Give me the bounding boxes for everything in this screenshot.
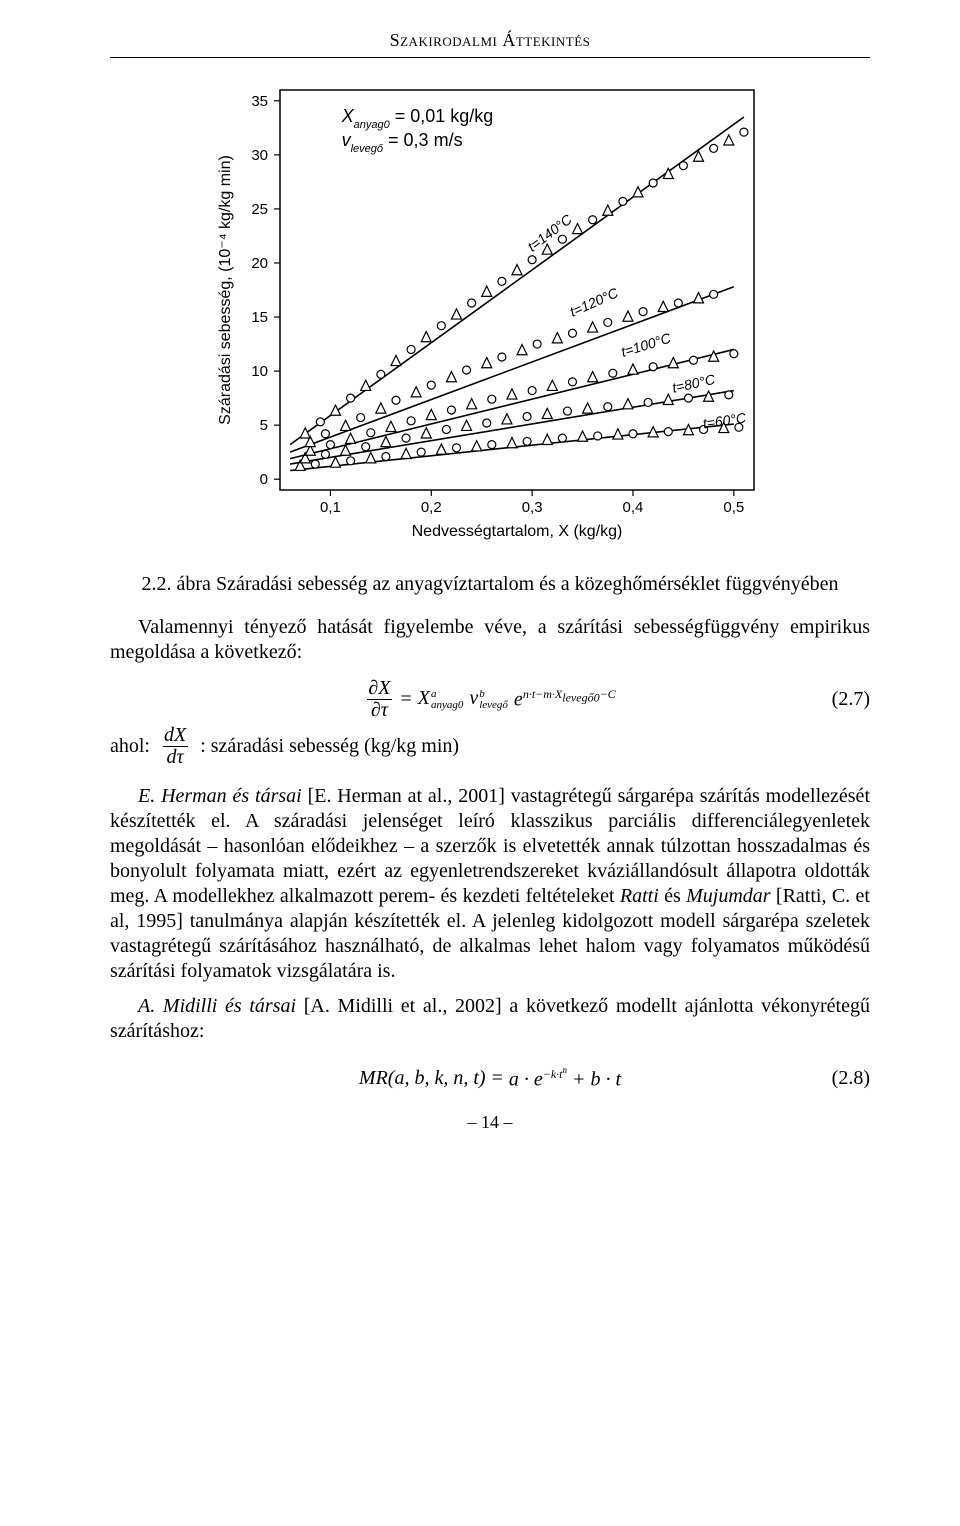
svg-text:0,4: 0,4	[623, 499, 644, 516]
eq1-sub1: anyag0	[431, 700, 463, 711]
eq2-exp: −k·t	[543, 1067, 563, 1081]
svg-text:0,3: 0,3	[522, 499, 543, 516]
svg-text:5: 5	[260, 417, 268, 434]
eq2-lhs: MR(a, b, k, n, t)	[359, 1067, 486, 1090]
eq2-tail: + b · t	[567, 1068, 621, 1090]
running-head: Szakirodalmi Áttekintés	[110, 30, 870, 58]
figure-2-2: 0,1 0,2 0,3 0,4 0,5 0 5 10 15 20 25 30 35 Nedvességta…	[110, 76, 870, 551]
svg-text:35: 35	[251, 93, 268, 110]
svg-text:0,5: 0,5	[723, 499, 744, 516]
svg-text:Száradási sebesség, (10⁻⁴ kg/k: Száradási sebesség, (10⁻⁴ kg/kg min)	[217, 155, 234, 425]
eq1-exp-sub: levegő0	[562, 690, 599, 704]
where-clause: ahol: dX dτ : száradási sebesség (kg/kg …	[110, 725, 870, 768]
svg-text:0,1: 0,1	[320, 499, 341, 516]
eq1-v: v	[469, 687, 478, 709]
drying-rate-chart: 0,1 0,2 0,3 0,4 0,5 0 5 10 15 20 25 30 35 Nedvességta…	[210, 76, 770, 546]
svg-text:25: 25	[251, 201, 268, 218]
page-number: – 14 –	[110, 1112, 870, 1133]
eq1-exp: n·t−m·X	[523, 687, 562, 701]
where-prefix: ahol:	[110, 735, 150, 758]
figure-svg: 0,1 0,2 0,3 0,4 0,5 0 5 10 15 20 25 30 35 Nedvességta…	[210, 76, 770, 551]
svg-text:Nedvességtartalom, X (kg/kg): Nedvességtartalom, X (kg/kg)	[412, 523, 623, 540]
eq1-exp-tail: −C	[600, 687, 616, 701]
paragraph-herman: E. Herman és társai [E. Herman at al., 2…	[110, 784, 870, 984]
figure-caption: 2.2. ábra Száradási sebesség az anyagvíz…	[110, 571, 870, 597]
paragraph-intro: Valamennyi tényező hatását figyelembe vé…	[110, 615, 870, 665]
equation-2-7-number: (2.7)	[832, 688, 870, 711]
svg-text:20: 20	[251, 255, 268, 272]
where-def: : száradási sebesség (kg/kg min)	[200, 735, 459, 758]
equation-2-7: ∂X ∂τ = Xaanyag0 vblevegő en·t−m·Xlevegő…	[110, 675, 870, 723]
caption-label: 2.2. ábra	[142, 573, 211, 595]
svg-text:0: 0	[260, 471, 268, 488]
svg-text:0,2: 0,2	[421, 499, 442, 516]
eq1-X: X	[418, 687, 430, 709]
svg-text:15: 15	[251, 309, 268, 326]
equation-2-8-number: (2.8)	[832, 1067, 870, 1090]
equation-2-8: MR(a, b, k, n, t) = a · e−k·tn + b · t (…	[110, 1054, 870, 1102]
svg-text:10: 10	[251, 363, 268, 380]
page-container: Szakirodalmi Áttekintés 0,10,20,30,40,50…	[0, 0, 960, 1173]
svg-text:30: 30	[251, 147, 268, 164]
eq1-sub2: levegő	[479, 700, 508, 711]
caption-text: Száradási sebesség az anyagvíztartalom é…	[216, 573, 839, 595]
eq2-a: a · e	[509, 1068, 543, 1090]
paragraph-midilli: A. Midilli és társai [A. Midilli et al.,…	[110, 994, 870, 1044]
